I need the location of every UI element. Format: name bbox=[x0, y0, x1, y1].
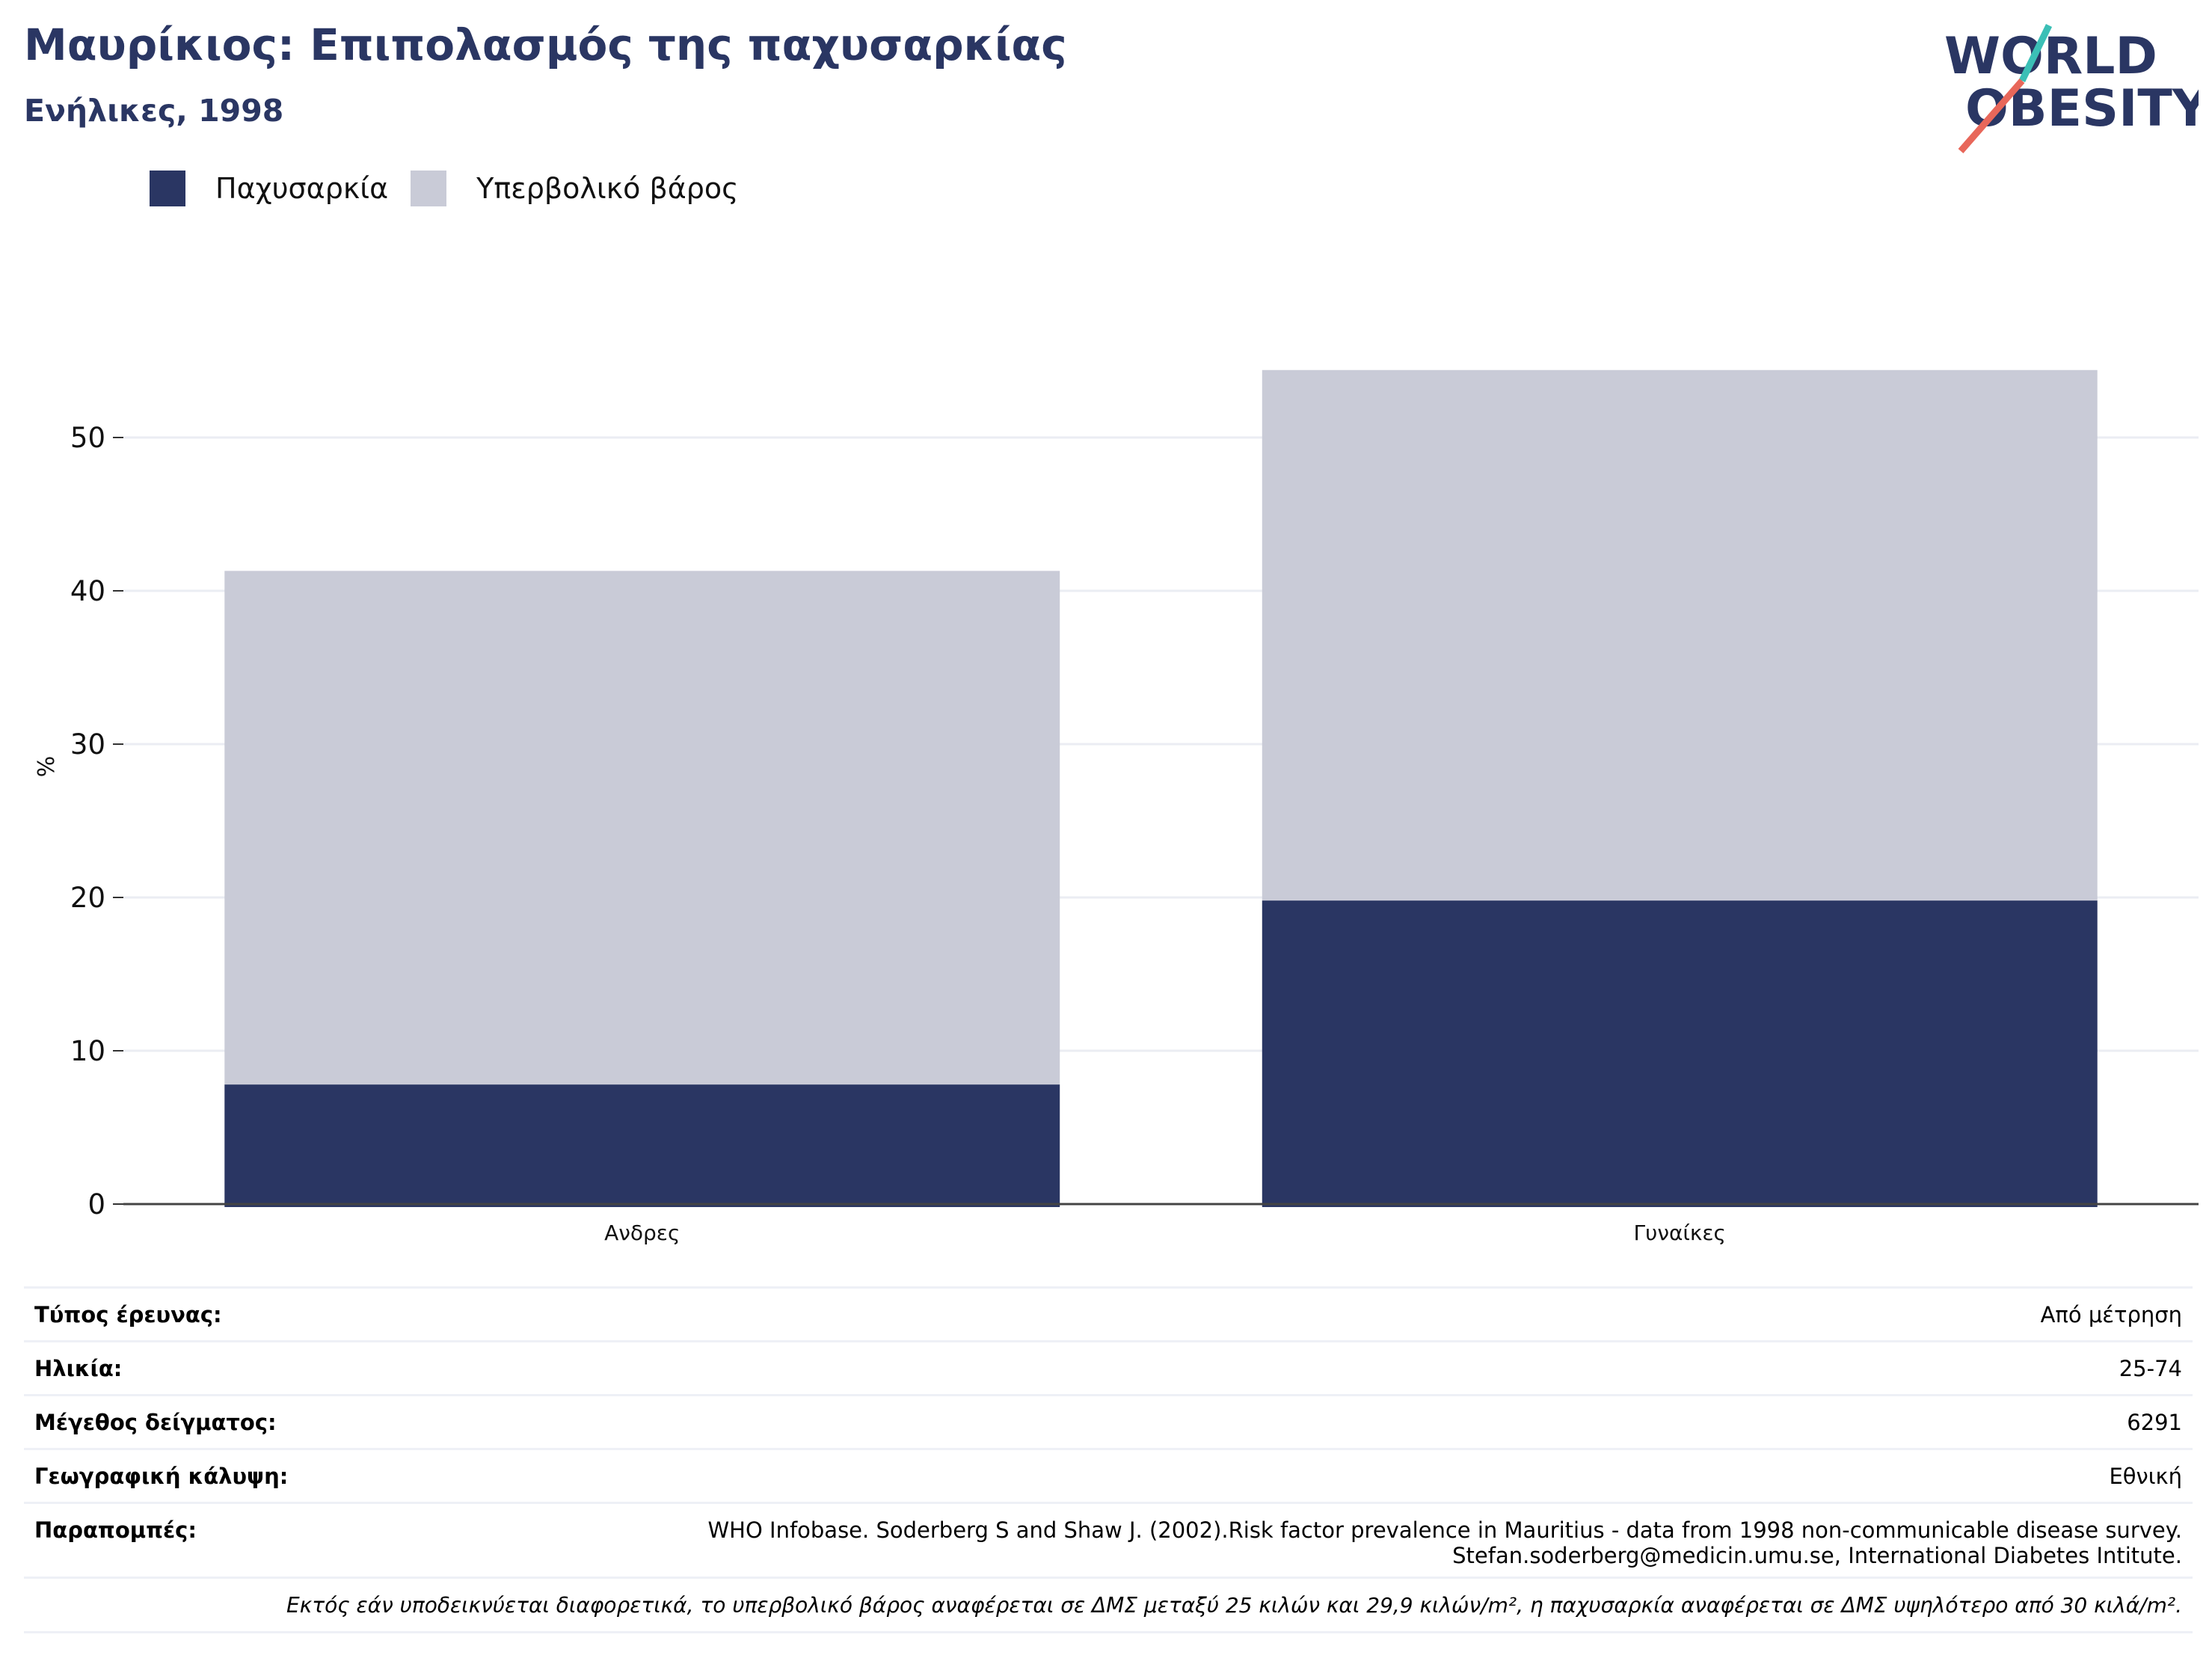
info-value: Από μέτρηση bbox=[2040, 1301, 2182, 1327]
info-label: Τύπος έρευνας: bbox=[34, 1301, 222, 1327]
info-label: Παραπομπές: bbox=[34, 1517, 197, 1543]
legend-item-overweight[interactable]: Υπερβολικό βάρος bbox=[411, 171, 738, 206]
y-tick-label: 10 bbox=[70, 1035, 105, 1067]
info-row-survey-type: Τύπος έρευνας: Από μέτρηση bbox=[24, 1286, 2193, 1340]
info-row-coverage: Γεωγραφική κάλυψη: Εθνική bbox=[24, 1448, 2193, 1502]
info-row-sample-size: Μέγεθος δείγματος: 6291 bbox=[24, 1394, 2193, 1448]
legend-label-obesity: Παχυσαρκία bbox=[215, 172, 389, 205]
info-value: WHO Infobase. Soderberg S and Shaw J. (2… bbox=[707, 1517, 2182, 1568]
x-tick-label: Γυναίκες bbox=[1634, 1221, 1726, 1245]
legend-label-overweight: Υπερβολικό βάρος bbox=[476, 172, 739, 205]
world-obesity-logo: WORLD OBESITY bbox=[1944, 24, 2199, 153]
y-tick-label: 20 bbox=[70, 882, 105, 914]
survey-info-table: Τύπος έρευνας: Από μέτρηση Ηλικία: 25-74… bbox=[24, 1286, 2193, 1633]
y-axis-label: % bbox=[34, 756, 60, 778]
y-tick-label: 30 bbox=[70, 728, 105, 761]
info-label: Γεωγραφική κάλυψη: bbox=[34, 1463, 289, 1489]
bar-overweight-0 bbox=[224, 571, 1060, 1085]
y-tick-label: 40 bbox=[70, 575, 105, 607]
legend-swatch-overweight bbox=[411, 171, 447, 206]
logo-text-world: WORLD bbox=[1944, 27, 2157, 86]
chart-subtitle: Ενήλικες, 1998 bbox=[24, 93, 284, 129]
y-tick-label: 0 bbox=[87, 1188, 105, 1221]
info-value: 25-74 bbox=[2119, 1355, 2182, 1381]
logo-slash-top bbox=[2018, 24, 2053, 82]
x-tick-label: Ανδρες bbox=[604, 1221, 680, 1245]
y-tick-label: 50 bbox=[70, 422, 105, 454]
legend-swatch-obesity bbox=[150, 171, 185, 206]
legend: Παχυσαρκία Υπερβολικό βάρος bbox=[150, 171, 761, 206]
info-label: Ηλικία: bbox=[34, 1355, 123, 1381]
reference-line-1: WHO Infobase. Soderberg S and Shaw J. (2… bbox=[707, 1517, 2182, 1543]
info-value: Εθνική bbox=[2109, 1463, 2182, 1489]
definition-note: Εκτός εάν υποδεικνύεται διαφορετικά, το … bbox=[24, 1577, 2193, 1633]
info-row-references: Παραπομπές: WHO Infobase. Soderberg S an… bbox=[24, 1502, 2193, 1577]
stacked-bar-chart: 0 10 20 30 40 50% Ανδρες Γυναίκες bbox=[34, 369, 2199, 1245]
bar-obesity-0 bbox=[224, 1084, 1060, 1207]
info-label: Μέγεθος δείγματος: bbox=[34, 1409, 277, 1435]
reference-line-2: Stefan.soderberg@medicin.umu.se, Interna… bbox=[1452, 1543, 2182, 1568]
chart-title: Μαυρίκιος: Επιπολασμός της παχυσαρκίας bbox=[24, 19, 1067, 70]
logo-slash-bottom bbox=[1958, 79, 2025, 153]
bar-obesity-1 bbox=[1262, 900, 2098, 1207]
bar-overweight-1 bbox=[1262, 369, 2098, 901]
info-row-age: Ηλικία: 25-74 bbox=[24, 1340, 2193, 1394]
legend-item-obesity[interactable]: Παχυσαρκία bbox=[150, 171, 388, 206]
info-value: 6291 bbox=[2127, 1409, 2182, 1435]
logo-text-obesity: OBESITY bbox=[1965, 79, 2199, 138]
